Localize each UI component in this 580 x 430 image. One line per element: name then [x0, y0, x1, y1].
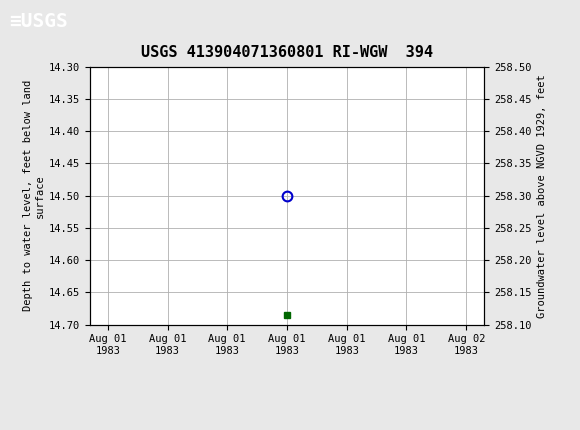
Y-axis label: Depth to water level, feet below land
surface: Depth to water level, feet below land su… — [23, 80, 45, 311]
Y-axis label: Groundwater level above NGVD 1929, feet: Groundwater level above NGVD 1929, feet — [537, 74, 547, 317]
Title: USGS 413904071360801 RI-WGW  394: USGS 413904071360801 RI-WGW 394 — [141, 45, 433, 60]
Text: ≡USGS: ≡USGS — [9, 12, 67, 31]
